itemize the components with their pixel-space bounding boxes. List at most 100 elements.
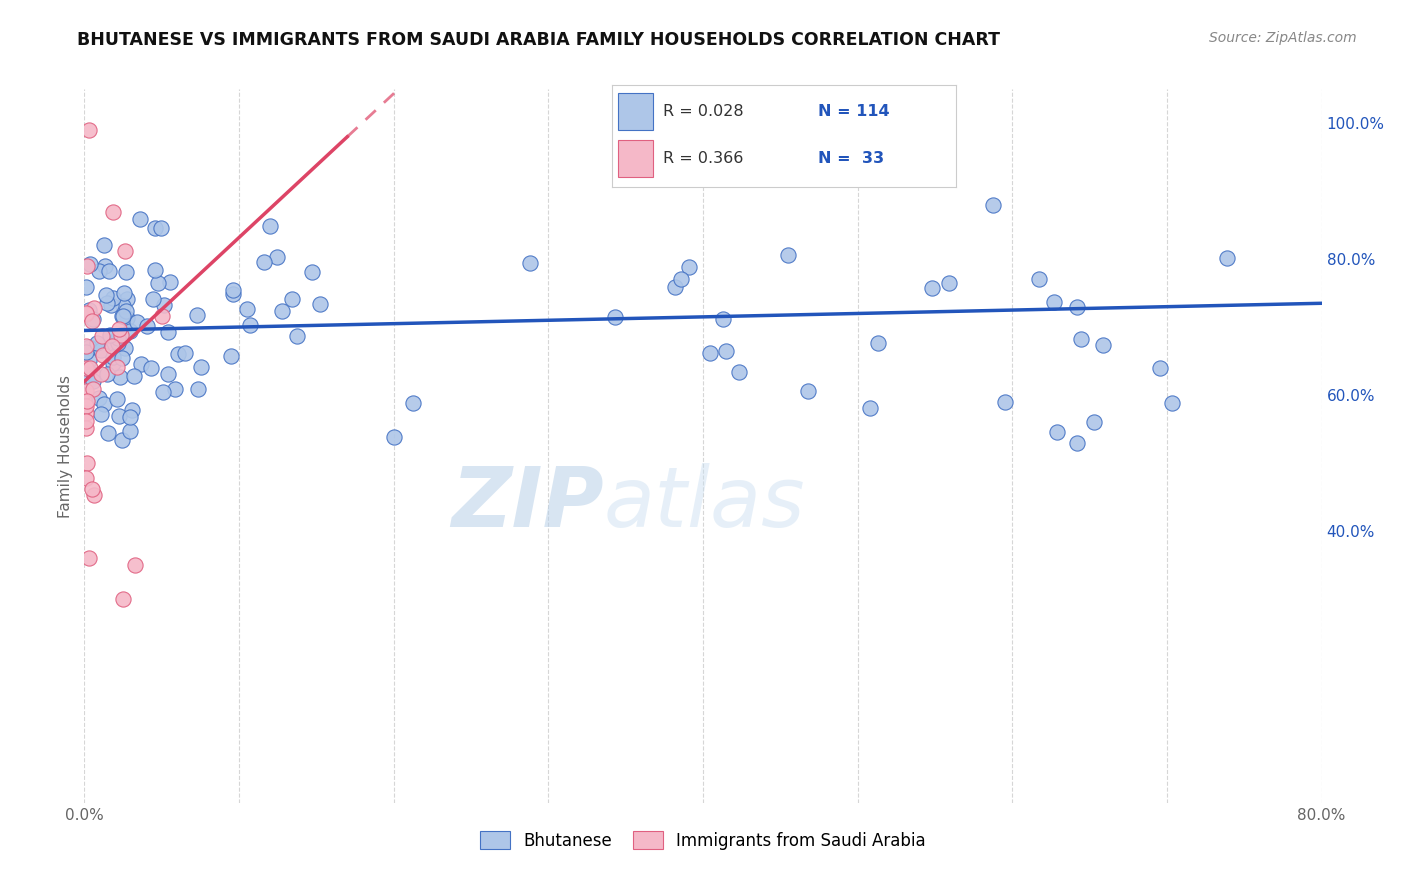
Point [143, 220, 166, 235]
Point [101, 291, 124, 305]
Point [163, 382, 186, 396]
Point [167, 347, 190, 361]
Point [669, 271, 692, 285]
Point [82, 312, 104, 326]
Point [117, 292, 139, 306]
Point [921, 281, 943, 295]
Point [75, 307, 97, 321]
Point [75, 407, 97, 421]
Point [114, 341, 136, 355]
Point [110, 328, 132, 343]
Point [152, 384, 174, 399]
Point [86, 335, 108, 350]
Point [797, 384, 820, 398]
Point [97, 264, 120, 278]
Point [139, 361, 162, 376]
Point [101, 204, 124, 219]
Point [112, 591, 135, 606]
Point [107, 331, 129, 345]
Point [125, 315, 148, 329]
Point [75, 414, 97, 428]
Point [91, 329, 114, 343]
Text: R = 0.366: R = 0.366 [664, 151, 744, 166]
Point [1161, 396, 1184, 410]
Text: atlas: atlas [605, 463, 806, 543]
Point [87, 264, 110, 278]
Point [83, 301, 105, 315]
Point [219, 350, 242, 364]
Point [79, 360, 101, 375]
Point [222, 283, 245, 297]
Point [108, 370, 131, 384]
Y-axis label: Family Households: Family Households [58, 375, 73, 517]
Point [77, 123, 100, 137]
Point [100, 298, 122, 312]
Point [868, 336, 890, 351]
Point [664, 280, 686, 294]
Point [114, 244, 136, 258]
Point [145, 263, 167, 277]
Bar [619, 140, 652, 177]
Point [96, 287, 118, 301]
Point [94, 259, 117, 273]
Point [82, 367, 104, 381]
Point [79, 257, 101, 271]
Point [1046, 425, 1069, 439]
Point [75, 399, 97, 413]
Point [603, 310, 626, 325]
Point [91, 348, 114, 362]
Point [1070, 332, 1092, 346]
Point [280, 292, 302, 306]
Point [270, 303, 292, 318]
Point [187, 382, 209, 396]
Point [75, 421, 97, 435]
Point [112, 299, 135, 313]
Point [101, 356, 124, 370]
Point [149, 220, 172, 235]
Point [96, 296, 118, 310]
Bar [619, 93, 652, 130]
Point [76, 456, 98, 470]
Point [713, 311, 735, 326]
Point [107, 322, 129, 336]
Text: R = 0.028: R = 0.028 [664, 103, 744, 119]
Point [83, 488, 105, 502]
Point [266, 250, 288, 264]
Point [111, 309, 134, 323]
Point [124, 558, 146, 572]
Point [859, 401, 882, 416]
Point [235, 302, 257, 317]
Point [728, 365, 751, 379]
Point [699, 346, 721, 360]
Point [107, 360, 129, 375]
Text: BHUTANESE VS IMMIGRANTS FROM SAUDI ARABIA FAMILY HOUSEHOLDS CORRELATION CHART: BHUTANESE VS IMMIGRANTS FROM SAUDI ARABI… [77, 31, 1000, 49]
Point [90, 343, 112, 357]
Point [222, 287, 245, 301]
Point [714, 344, 737, 359]
Point [129, 212, 152, 227]
Point [100, 327, 122, 342]
Point [309, 297, 332, 311]
Point [75, 384, 97, 398]
Point [121, 403, 143, 417]
Point [142, 292, 165, 306]
Point [93, 397, 115, 411]
Point [77, 340, 100, 354]
Point [778, 248, 800, 262]
Point [253, 255, 276, 269]
Point [190, 359, 212, 374]
Point [1091, 338, 1114, 352]
Point [122, 368, 145, 383]
Point [239, 318, 262, 333]
Point [82, 314, 104, 328]
Point [678, 260, 700, 274]
Point [82, 482, 104, 496]
Point [110, 310, 132, 324]
Point [1043, 295, 1066, 310]
Point [1066, 300, 1088, 314]
Point [75, 339, 97, 353]
Point [76, 374, 98, 388]
Point [120, 409, 142, 424]
Point [259, 219, 281, 233]
Point [994, 395, 1017, 409]
